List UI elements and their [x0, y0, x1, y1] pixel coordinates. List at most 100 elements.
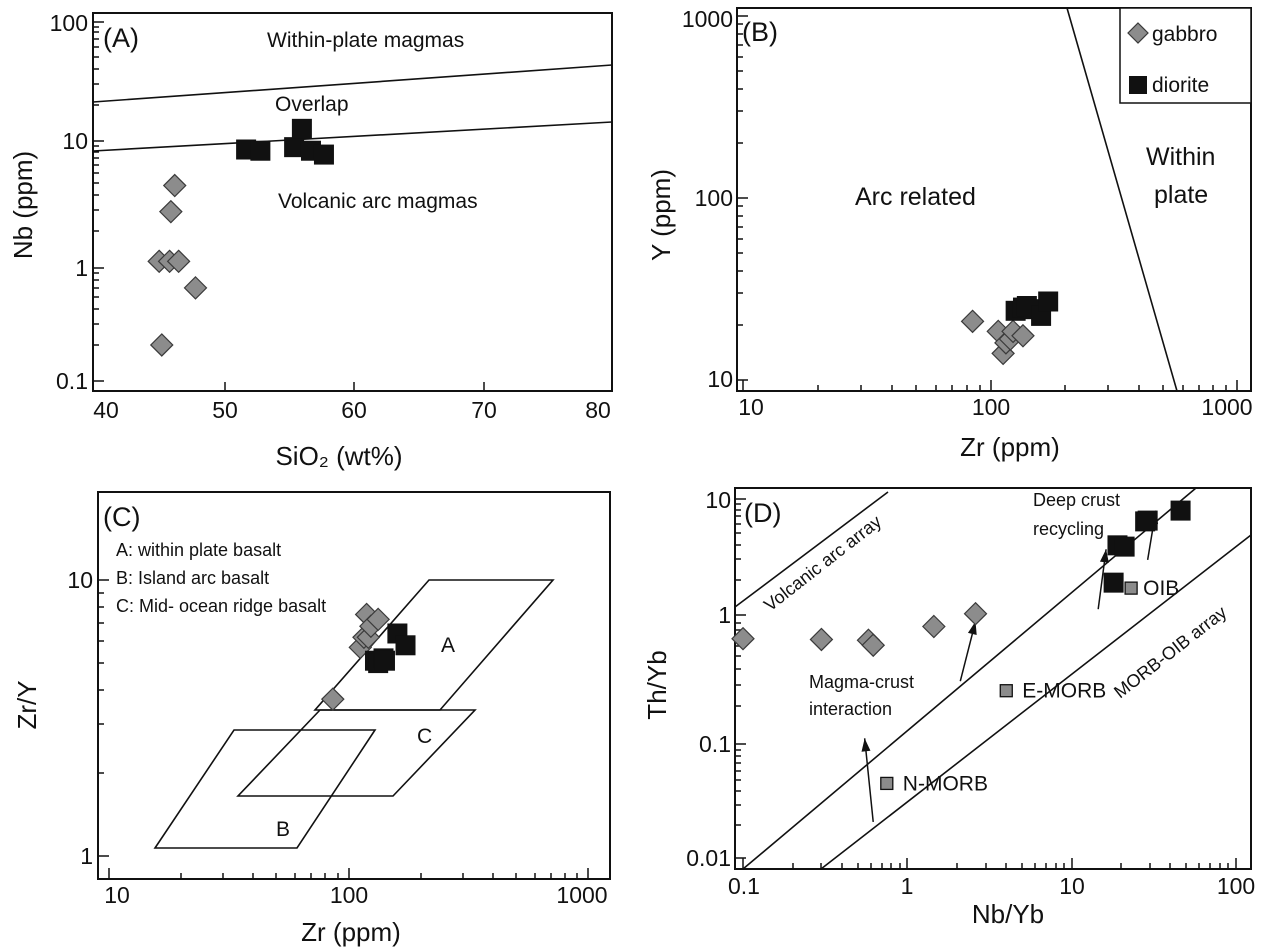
panel-a-y-ticks — [93, 21, 104, 382]
panel-d-xtick-3: 100 — [1217, 873, 1255, 899]
boundary-arc-within-plate — [1066, 7, 1178, 392]
region-within: Within — [1146, 143, 1215, 171]
diorite-point — [395, 635, 416, 656]
panel-b-x-ticks — [742, 380, 1238, 391]
region-overlap: Overlap — [275, 93, 349, 116]
panel-c-frame — [97, 491, 611, 880]
gabbro-point — [166, 249, 191, 274]
diorite-point — [1170, 500, 1191, 521]
gabbro-point — [922, 614, 946, 639]
panel-d: (D) Volcanic arc array MORB-OIB array De… — [642, 487, 1255, 929]
panel-c: (C) A: within plate basalt B: Island arc… — [12, 491, 611, 947]
panel-a-ytick-0: 0.1 — [56, 368, 88, 394]
panel-d-ytick-3: 10 — [705, 487, 731, 513]
panel-b-ytick-0: 10 — [707, 366, 733, 392]
panel-b-ylabel: Y (ppm) — [646, 169, 676, 261]
panel-c-ytick-0: 1 — [80, 843, 93, 869]
gabbro-point — [366, 607, 391, 632]
boundary-volcanic-arc-array — [734, 491, 889, 608]
annot-magma-crust: Magma-crust — [809, 672, 914, 692]
gabbro-point — [963, 601, 988, 626]
legend-diorite-marker — [1129, 76, 1147, 94]
panel-b-letter: (B) — [742, 17, 778, 47]
panel-d-ytick-1: 0.1 — [699, 731, 731, 757]
panel-c-x-ticks — [108, 868, 589, 879]
panel-c-ylabel: Zr/Y — [12, 680, 42, 729]
panel-c-letter: (C) — [103, 502, 140, 532]
field-c-morb — [236, 709, 477, 797]
panel-a-ytick-1: 1 — [75, 255, 88, 281]
panel-d-xlabel: Nb/Yb — [972, 899, 1044, 929]
gabbro-point — [183, 276, 208, 300]
panel-b-xlabel: Zr (ppm) — [960, 432, 1060, 462]
gabbro-point — [731, 626, 755, 651]
field-b-island-arc — [153, 729, 377, 849]
diorite-point — [291, 118, 312, 139]
panel-d-ylabel: Th/Yb — [642, 650, 672, 719]
panel-b: (B) Arc related Within plate gabbro dior… — [646, 6, 1253, 462]
reference-label-e-morb: E-MORB — [1022, 680, 1106, 703]
panel-b-xtick-0: 10 — [738, 394, 764, 420]
panel-b-xtick-2: 1000 — [1201, 394, 1252, 420]
boundary-within-plate — [92, 64, 613, 103]
panel-a-xlabel: SiO₂ (wt%) — [275, 441, 402, 471]
reference-point-n-morb — [880, 776, 894, 791]
gabbro-point — [162, 173, 187, 198]
panel-b-legend: gabbro diorite — [1119, 7, 1252, 104]
annot-recycling: recycling — [1033, 519, 1104, 539]
note-field-a: A: within plate basalt — [116, 540, 281, 560]
gabbro-point — [960, 309, 985, 334]
diorite-point — [1137, 510, 1158, 531]
region-volcanic-arc: Volcanic arc magmas — [278, 190, 478, 213]
panel-d-x-ticks — [742, 858, 1237, 869]
panel-a-xtick-4: 80 — [585, 397, 611, 423]
panel-d-xtick-1: 1 — [901, 873, 914, 899]
diorite-point — [1114, 536, 1135, 557]
gabbro-point — [1011, 323, 1035, 348]
panel-a-points — [147, 118, 334, 357]
boundary-morb-oib-lower — [820, 534, 1252, 870]
region-within-plate: Within-plate magmas — [267, 29, 464, 52]
field-a-label: A — [441, 634, 455, 657]
trend-arrow-head-0 — [861, 738, 871, 752]
panel-c-xlabel: Zr (ppm) — [301, 917, 401, 947]
panel-c-y-ticks — [98, 579, 109, 857]
diorite-point — [313, 144, 334, 165]
field-b-label: B — [276, 818, 290, 841]
field-a-within-plate — [313, 579, 555, 711]
reference-label-oib: OIB — [1143, 577, 1179, 600]
panel-d-points: N-MORB E-MORB OIB — [731, 500, 1191, 823]
panel-a-letter: (A) — [103, 23, 139, 53]
note-field-c: C: Mid- ocean ridge basalt — [116, 596, 326, 616]
panel-d-xtick-2: 10 — [1059, 873, 1085, 899]
annot-interaction: interaction — [809, 699, 892, 719]
diorite-point — [374, 650, 395, 671]
boundary-volcanic-arc — [92, 121, 613, 152]
reference-label-n-morb: N-MORB — [903, 772, 988, 795]
panel-b-ytick-1: 100 — [695, 185, 733, 211]
region-arc-related: Arc related — [855, 183, 976, 211]
panel-a-ytick-2: 10 — [62, 128, 88, 154]
panel-b-ytick-2: 1000 — [682, 6, 733, 32]
panel-b-points — [960, 291, 1059, 366]
panel-d-xtick-0: 0.1 — [728, 873, 760, 899]
note-field-b: B: Island arc basalt — [116, 568, 269, 588]
diorite-point — [250, 140, 271, 161]
panel-a-frame — [92, 12, 613, 392]
gabbro-point — [861, 633, 886, 658]
diorite-point — [1038, 291, 1059, 312]
panel-a: (A) Within-plate magmas Overlap Volcanic… — [8, 10, 613, 471]
panel-a-xtick-2: 60 — [341, 397, 367, 423]
legend-gabbro-label: gabbro — [1152, 23, 1217, 46]
legend-gabbro-marker — [1127, 22, 1149, 44]
annot-deep-crust: Deep crust — [1033, 490, 1120, 510]
trend-arrow-0 — [863, 738, 874, 823]
legend-diorite-label: diorite — [1152, 74, 1209, 97]
panel-d-ytick-0: 0.01 — [686, 845, 731, 871]
panel-c-xtick-2: 1000 — [556, 882, 607, 908]
trend-arrow-head-1 — [967, 621, 977, 636]
gabbro-point — [159, 199, 183, 224]
field-c-label: C — [417, 725, 432, 748]
panel-a-xtick-1: 50 — [212, 397, 238, 423]
